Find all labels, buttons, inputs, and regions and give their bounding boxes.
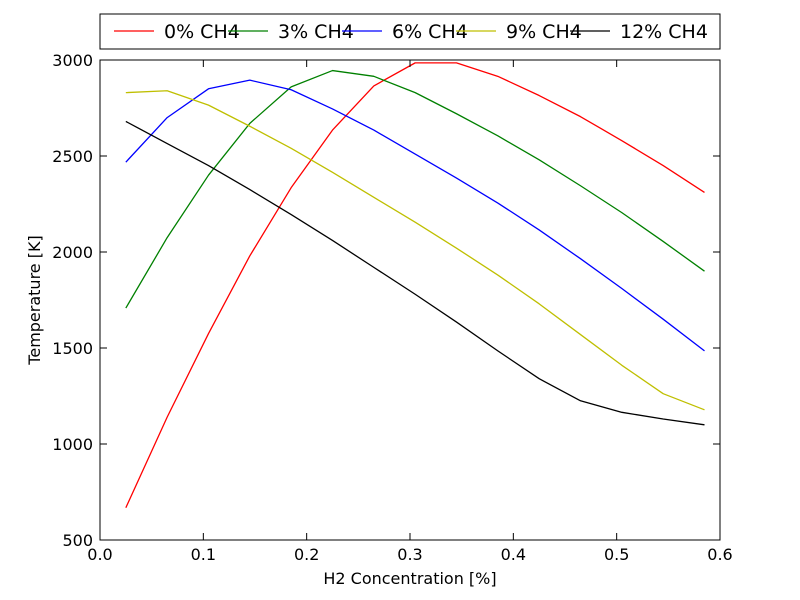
legend-label-4: 12% CH4 [620, 21, 708, 43]
x-axis-title: H2 Concentration [%] [323, 569, 496, 588]
legend-items: 0% CH4 3% CH4 6% CH4 9% CH4 12% CH4 [114, 21, 708, 43]
legend-label-1: 3% CH4 [278, 21, 354, 43]
legend: 0% CH4 3% CH4 6% CH4 9% CH4 12% CH4 [99, 13, 721, 50]
plot-marks [125, 62, 705, 509]
axis-ticks: 0.0 0.1 0.2 0.3 0.4 0.5 0.6 500 1000 1500 2000 2500… [52, 51, 732, 564]
y-tick-label: 1500 [52, 339, 93, 358]
x-tick-label: 0.6 [707, 545, 732, 564]
x-tick-label: 0.5 [604, 545, 629, 564]
y-tick-label: 3000 [52, 51, 93, 70]
series-line-1 [125, 69, 705, 309]
y-axis-title: Temperature [K] [25, 235, 44, 365]
legend-box [99, 13, 721, 50]
series-line-0 [125, 62, 705, 509]
x-tick-label: 0.0 [87, 545, 112, 564]
x-tick-label: 0.2 [294, 545, 319, 564]
legend-label-3: 9% CH4 [506, 21, 582, 43]
y-tick-label: 500 [62, 531, 93, 550]
series-line-4 [125, 120, 705, 426]
plot-frame [99, 59, 721, 541]
legend-label-2: 6% CH4 [392, 21, 468, 43]
y-tick-label: 2500 [52, 147, 93, 166]
y-tick-label: 2000 [52, 243, 93, 262]
x-tick-label: 0.3 [397, 545, 422, 564]
x-tick-label: 0.1 [191, 545, 216, 564]
series-line-2 [125, 79, 705, 352]
y-tick-label: 1000 [52, 435, 93, 454]
x-tick-label: 0.4 [501, 545, 526, 564]
series-line-3 [125, 90, 705, 411]
legend-label-0: 0% CH4 [164, 21, 240, 43]
